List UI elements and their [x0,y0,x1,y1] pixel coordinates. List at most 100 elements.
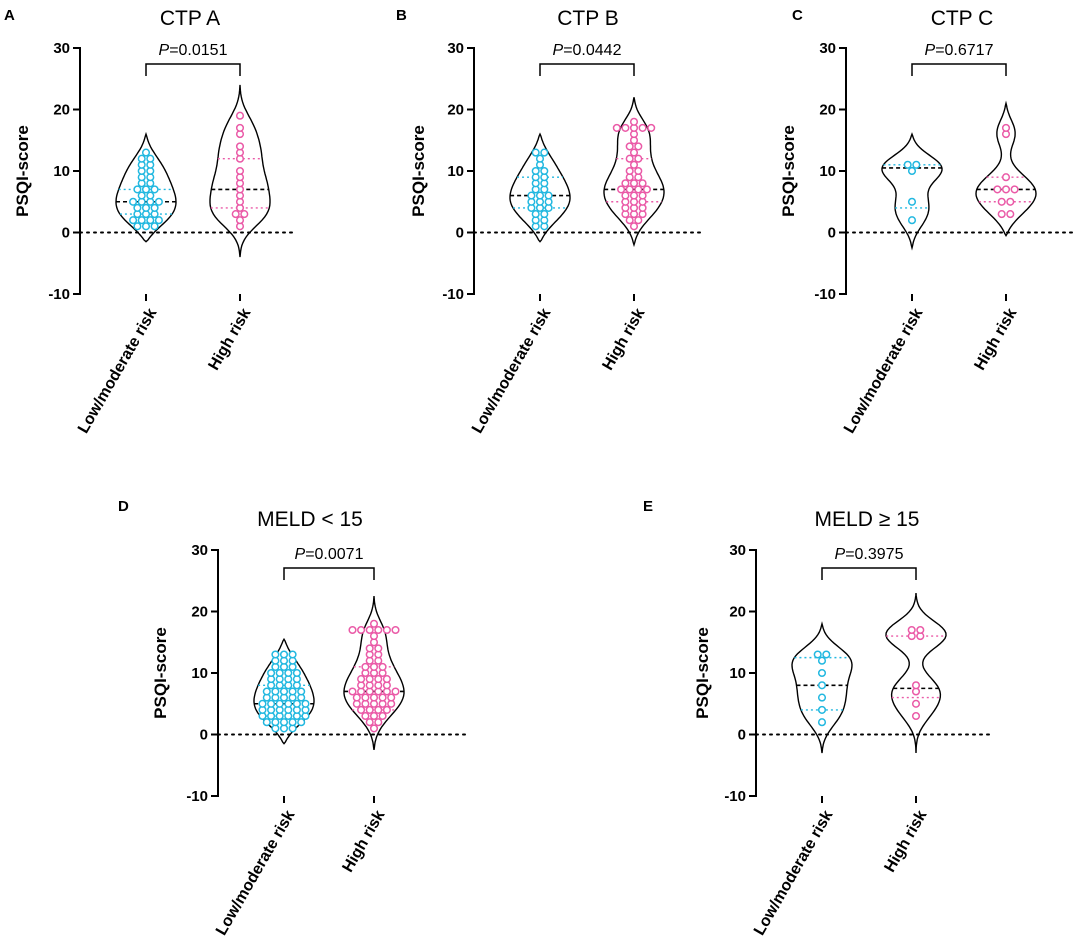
data-point [634,154,643,163]
data-point [133,222,142,231]
data-point [817,681,827,690]
data-point [133,203,142,212]
y-tick-label: 10 [53,163,70,180]
panel-letter: A [4,7,15,24]
y-tick-label: -10 [724,788,746,805]
violin-low-moderate [253,637,315,745]
data-point [369,724,379,733]
panel-letter: C [792,7,803,24]
data-point [129,216,138,225]
y-tick-label: 20 [53,102,70,119]
p-value: =0.6717 [935,42,993,59]
data-point [907,216,917,225]
data-point [817,693,827,702]
data-point [284,699,293,708]
significance-bracket [539,63,635,76]
p-symbol: P [159,42,170,59]
data-point [137,154,146,163]
data-point [267,668,276,678]
data-point [1006,197,1015,206]
y-axis-label: PSQI-score [13,125,32,217]
data-point [361,693,370,702]
data-point [642,185,651,194]
data-point [625,154,634,163]
y-tick-label: -10 [186,788,208,805]
data-point [378,662,387,671]
chart-title: MELD ≥ 15 [815,508,920,531]
violin-high [885,592,947,754]
data-point [540,148,549,157]
x-category-label: Low/moderate risk [213,807,298,938]
data-point [365,705,374,714]
data-point [629,179,639,188]
data-point [357,705,366,714]
p-value: =0.3975 [845,546,903,563]
data-point [907,197,917,206]
data-point [361,662,370,671]
data-point [621,191,630,200]
data-point [1006,210,1015,219]
data-point [271,650,280,659]
p-value-label: P=0.0151 [159,42,228,59]
y-axis-label: PSQI-score [693,627,712,719]
data-point [817,718,827,727]
data-point [1001,173,1011,182]
y-tick-label: 10 [191,665,208,682]
y-tick-label: 10 [447,163,464,180]
panel-d: D MELD < 15 PSQI-score -10 0 10 20 30 Low/modera… [118,498,471,938]
data-point [374,705,383,714]
data-point [258,699,267,708]
panel-letter: D [118,498,129,515]
data-point [292,668,301,678]
data-point [638,179,647,188]
data-point [391,625,400,635]
data-point [141,148,151,157]
p-symbol: P [925,42,936,59]
p-value-label: P=0.6717 [925,42,994,59]
x-category-label: High risk [339,807,388,875]
data-point [154,197,163,206]
data-point [625,216,634,225]
data-point [625,185,634,194]
data-point [535,191,545,200]
data-point [903,160,912,169]
data-point [544,191,553,200]
data-point [612,123,621,132]
data-point [365,675,374,684]
data-point [133,185,142,194]
data-point [634,142,643,151]
data-point [235,123,245,132]
chart-title: CTP B [557,7,618,30]
data-point [907,625,916,635]
p-symbol: P [295,546,306,563]
data-point [141,222,151,231]
panel-a: A CTP A PSQI-score -10 0 10 20 30 Low/moderate r… [4,7,293,436]
data-point [374,675,383,684]
data-point [288,718,297,727]
y-tick-label: 10 [819,163,836,180]
p-value-label: P=0.0071 [295,546,364,563]
data-point [629,117,639,126]
data-point [146,216,155,225]
data-point [629,148,639,157]
data-point [916,625,925,635]
data-point [634,185,643,194]
y-tick-label: -10 [442,286,464,303]
data-point [638,123,647,132]
y-axis-label: PSQI-score [779,125,798,217]
data-point [369,662,379,671]
p-value-label: P=0.0442 [553,42,622,59]
data-point [271,687,280,696]
data-point [912,160,921,169]
data-point [911,699,921,708]
x-category-label: Low/moderate risk [751,807,836,938]
y-axis-label: PSQI-score [151,627,170,719]
data-point [292,699,301,708]
x-category-label: High risk [971,305,1020,373]
data-point [141,203,151,212]
x-category-label: High risk [881,807,930,875]
data-point [382,625,391,635]
data-point [817,668,827,678]
data-point [352,693,361,702]
